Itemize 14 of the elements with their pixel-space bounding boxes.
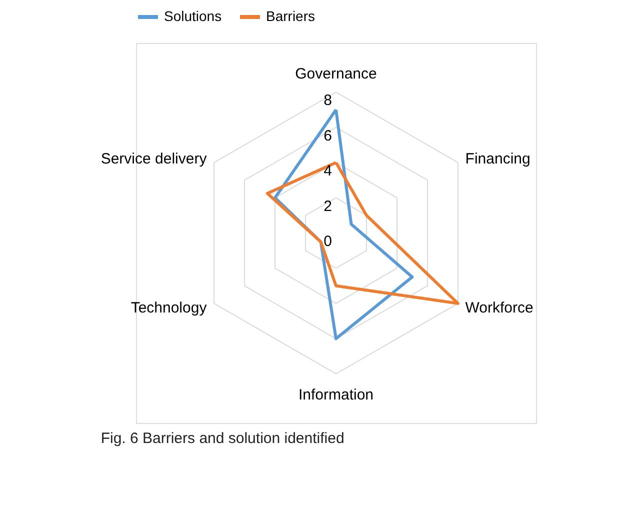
y-tick-label: 8 (324, 92, 332, 110)
legend-label: Barriers (266, 8, 316, 24)
spoke-label: Technology (130, 300, 208, 317)
spoke-label: Information (298, 386, 374, 404)
spoke-label: Financing (465, 150, 530, 168)
spoke-label: Workforce (465, 300, 534, 317)
y-tick-label: 4 (324, 162, 332, 180)
y-tick-label: 2 (324, 198, 332, 215)
spoke-label: Service delivery (100, 150, 208, 168)
spoke-label: Governance (295, 66, 377, 83)
caption: Fig. 6 Barriers and solution identified (100, 430, 344, 447)
y-tick-label: 0 (324, 233, 332, 250)
y-tick-label: 6 (324, 127, 332, 144)
legend-label: Solutions (164, 8, 222, 24)
